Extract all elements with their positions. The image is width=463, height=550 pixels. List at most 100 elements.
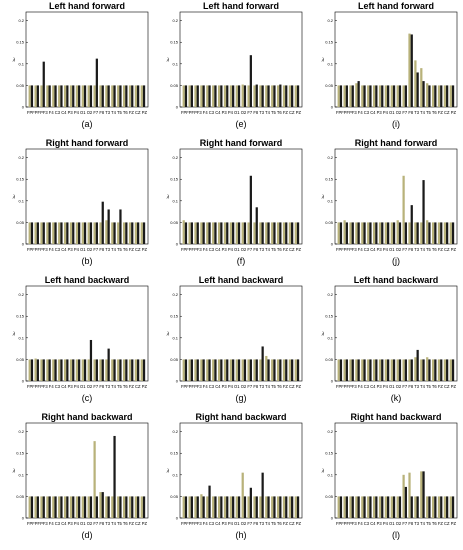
bar [378,85,382,107]
bar [267,496,270,518]
bar [220,496,223,518]
panel-label: (g) [236,393,247,403]
bar [296,496,300,518]
y-axis-label: λ [12,332,16,338]
y-tick-label: 0 [176,242,179,247]
bar [87,85,90,107]
bar [410,34,413,107]
bar [384,85,388,107]
bar [232,496,235,518]
bar [107,496,110,518]
bar [384,222,388,244]
plot-frame [334,148,458,245]
bar [414,357,417,381]
x-category-labels: FPFPFPF3 F4 C3 C4 P3 P4 O1 O2 F7 F8 T3 T… [27,521,147,526]
bar [241,472,244,518]
chart-title: Left hand backward [199,275,284,285]
bar [387,496,390,518]
bar [440,85,443,107]
bar [267,222,270,244]
bar [428,359,431,381]
bar [387,85,390,107]
y-tick-label: 0 [331,379,334,384]
chart-title: Left hand forward [358,1,434,11]
bar [267,359,270,381]
bar [367,359,370,381]
bar [343,496,346,518]
chart-panel: Left hand backward 0 0.05 0.1 0.15 0.2 λ FPFPFP… [0,274,154,411]
bar [265,85,268,107]
y-tick-label: 0 [331,242,334,247]
bar [410,496,413,518]
bar [390,496,393,518]
chart-svg: Left hand forward 0 0.05 0.1 0.15 0.2 λ FPFPFPF… [166,1,303,129]
bar [232,359,235,381]
y-tick-label: 0 [176,379,179,384]
bar [288,359,292,381]
bar [431,359,435,381]
bar [63,359,67,381]
chart-panel: Right hand backward 0 0.05 0.1 0.15 0.2 λ FPFPF… [309,411,463,548]
plot-frame [179,422,303,519]
bar [105,220,108,244]
bar [402,85,405,107]
bar [426,357,429,381]
bar [279,84,282,107]
bar [95,496,98,518]
bar [428,222,431,244]
bar [194,85,197,107]
bar [294,496,297,518]
y-tick-label: 0.2 [18,292,24,297]
x-category-labels: FPFPFPF3 F4 C3 C4 P3 P4 O1 O2 F7 F8 T3 T… [336,521,456,526]
bar [40,496,43,518]
bar [343,85,346,107]
bar [28,222,31,244]
chart-title: Right hand forward [200,138,283,148]
bar [54,85,57,107]
bar [140,359,143,381]
bar [398,359,402,381]
bar [142,85,146,107]
y-tick-label: 0.15 [16,177,25,182]
bar [422,471,425,518]
chart-svg: Right hand backward 0 0.05 0.1 0.15 0.2 λ FPFPF… [321,412,458,540]
bar [52,85,55,107]
bar [402,359,405,381]
bar [52,359,55,381]
plot-frame [334,422,458,519]
bar [122,222,126,244]
bar [99,359,102,381]
y-tick-label: 0.1 [172,335,178,340]
plot-frame [25,148,149,245]
chart-panel: Right hand forward 0 0.05 0.1 0.15 0.2 λ FPFPFP… [154,137,308,274]
bar [34,85,37,107]
bar [137,85,140,107]
bar [339,496,343,518]
bar [369,496,372,518]
bar [99,85,102,107]
bar [190,85,193,107]
bar [119,359,122,381]
chart-panel: Right hand forward 0 0.05 0.1 0.15 0.2 λ FPFPFP… [309,137,463,274]
bar [217,359,221,381]
bar [446,222,449,244]
y-axis-label: λ [166,332,170,338]
bar [345,496,348,518]
panel-label: (i) [392,119,400,129]
x-category-labels: FPFPFPF3 F4 C3 C4 P3 P4 O1 O2 F7 F8 T3 T… [181,384,301,389]
bar [422,180,425,244]
bar [235,222,238,244]
bar [212,222,215,244]
bar [122,496,126,518]
bar [345,359,348,381]
y-tick-label: 0.2 [327,292,333,297]
bar [214,359,217,381]
chart-title: Left hand backward [354,275,439,285]
bar [93,85,96,107]
chart-title: Left hand backward [45,275,130,285]
panel-label: (e) [236,119,247,129]
bar [95,58,98,107]
y-tick-label: 0.15 [325,451,334,456]
bar [449,85,452,107]
bar [414,496,417,518]
